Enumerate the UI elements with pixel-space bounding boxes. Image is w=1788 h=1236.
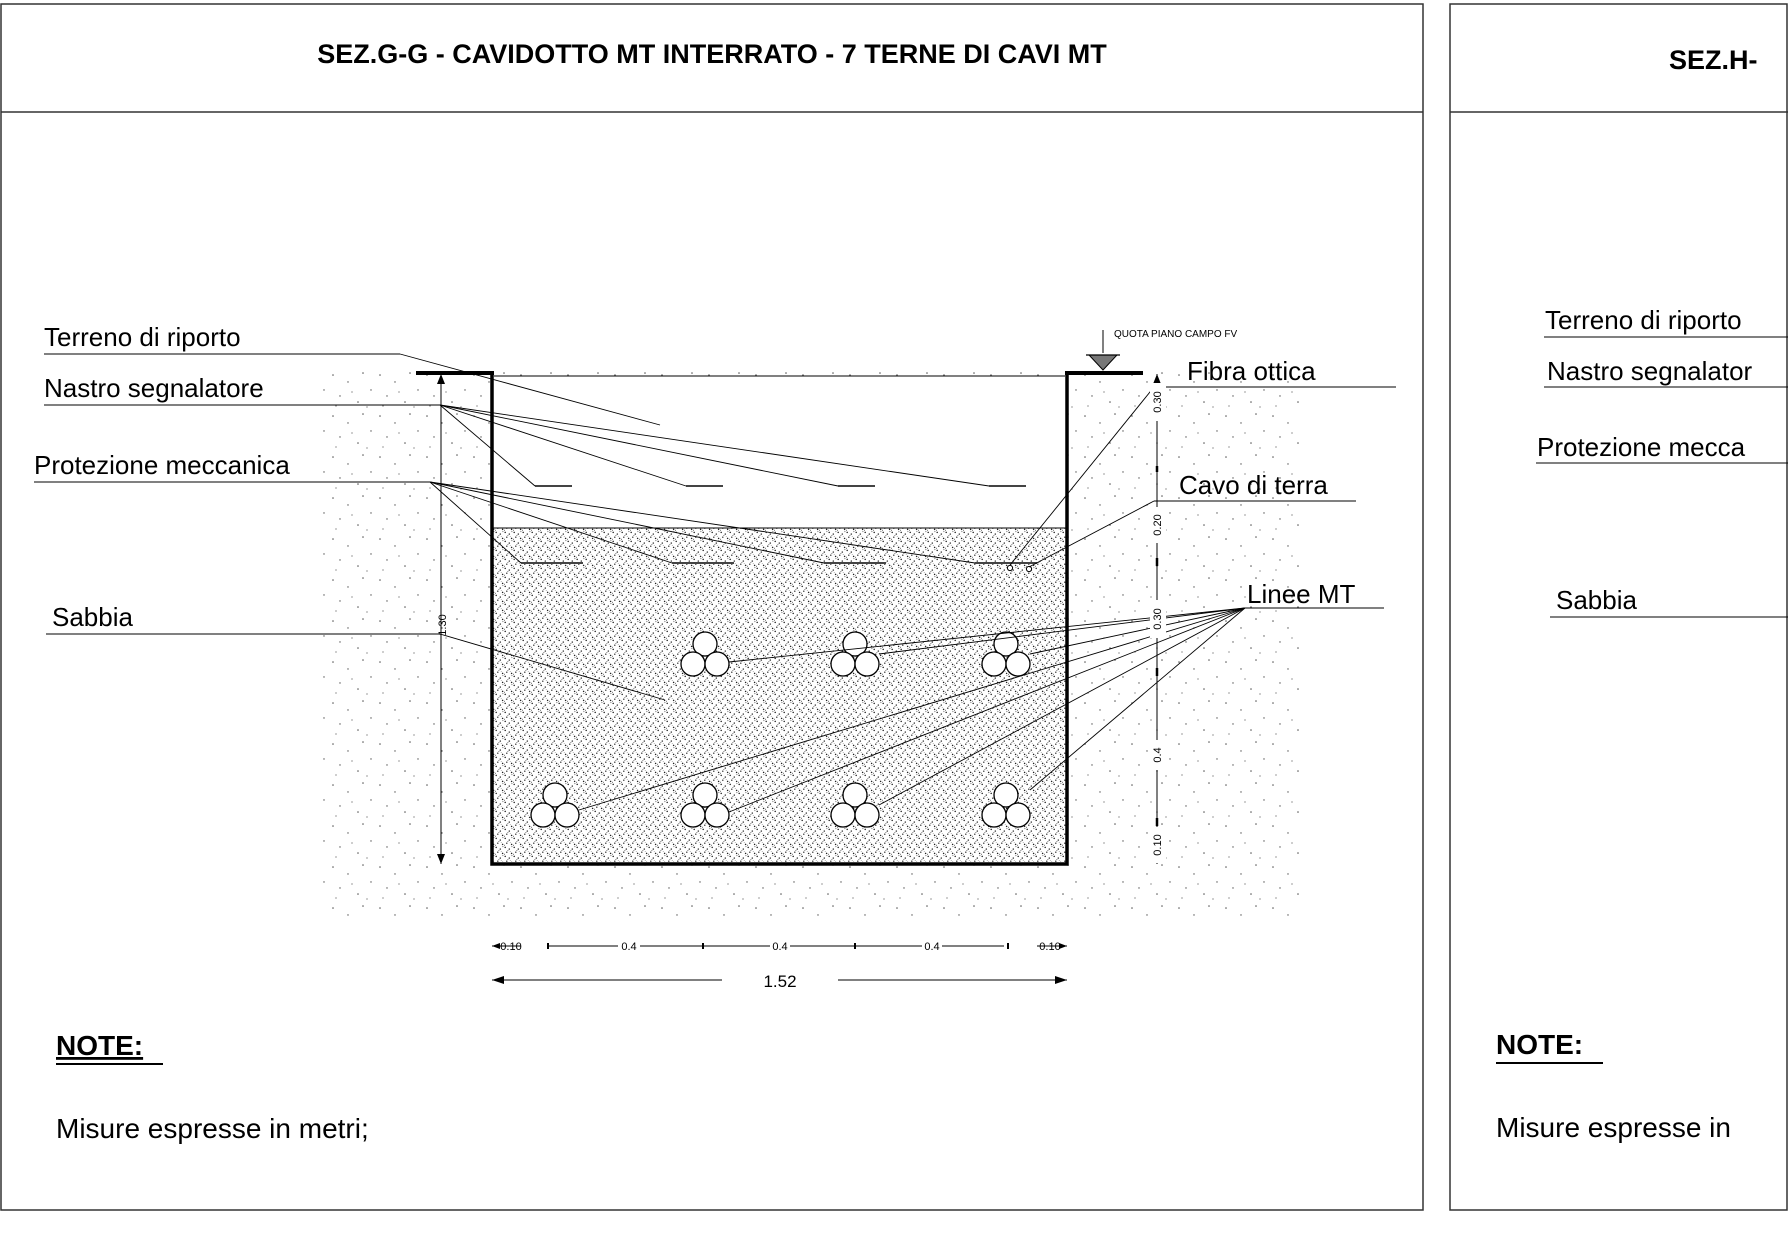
right-panel-title: SEZ.H- [1669,45,1758,75]
mt-triad [680,782,730,828]
mt-triad [830,782,880,828]
right-label-nastro: Nastro segnalator [1547,356,1753,386]
fibre-optic-cable [1006,564,1014,572]
label-linee-mt: Linee MT [1247,579,1355,609]
right-label-terreno: Terreno di riporto [1545,305,1742,335]
quota-triangle-icon [1087,354,1119,371]
mt-triad [530,782,580,828]
mt-triad [981,631,1031,677]
notes-heading: NOTE: [56,1030,143,1061]
quota-label: QUOTA PIANO CAMPO FV [1114,329,1237,340]
trench-outline [490,374,1069,866]
label-sabbia: Sabbia [52,602,133,632]
dim-total-depth: 1.30 [437,614,449,635]
vertical-dimension-total: 1.30 [437,374,449,864]
right-label-protezione: Protezione mecca [1537,432,1746,462]
right-label-sabbia: Sabbia [1556,585,1637,615]
right-notes-text: Misure espresse in [1496,1112,1731,1143]
dim-depth-2: 0.20 [1152,514,1164,535]
dim-total-width: 1.52 [763,972,796,991]
dim-depth-4: 0.4 [1152,747,1164,762]
leader-lines [34,353,1396,813]
mt-cable-triads [530,631,1031,828]
right-panel: SEZ.H- Terreno di riporto Nastro segnala… [1449,3,1788,1211]
label-protezione-meccanica: Protezione meccanica [34,450,290,480]
dim-depth-1: 0.30 [1152,391,1164,412]
dim-width-edge-right: 0.10 [1039,941,1060,953]
notes-text: Misure espresse in metri; [56,1113,369,1144]
dim-depth-3: 0.30 [1152,608,1164,629]
horizontal-dimension-chain [492,943,1067,949]
left-panel: SEZ.G-G - CAVIDOTTO MT INTERRATO - 7 TER… [0,3,1424,1211]
left-panel-frame [0,3,1424,1211]
label-fibra-ottica: Fibra ottica [1187,356,1316,386]
dim-width-span-3: 0.4 [924,941,939,953]
total-width-dimension: 1.52 [492,972,1067,991]
label-terreno-di-riporto: Terreno di riporto [44,322,241,352]
mt-triad [680,631,730,677]
mt-triad [981,782,1031,828]
earth-cable [1025,565,1033,573]
sand-fill [492,528,1067,862]
label-cavo-di-terra: Cavo di terra [1179,470,1328,500]
right-notes-heading: NOTE: [1496,1029,1583,1060]
left-panel-title: SEZ.G-G - CAVIDOTTO MT INTERRATO - 7 TER… [317,39,1107,69]
dim-depth-5: 0.10 [1152,834,1164,855]
right-panel-frame [1449,3,1788,1211]
trench-backfill [492,376,1067,528]
label-nastro-segnalatore: Nastro segnalatore [44,373,264,403]
vertical-dimension-chain: 0.30 0.20 0.30 0.4 0.10 [1150,374,1166,864]
mt-triad [830,631,880,677]
dim-width-span-2: 0.4 [772,941,787,953]
dim-width-span-1: 0.4 [621,941,636,953]
dim-width-edge-left: 0.10 [500,941,521,953]
